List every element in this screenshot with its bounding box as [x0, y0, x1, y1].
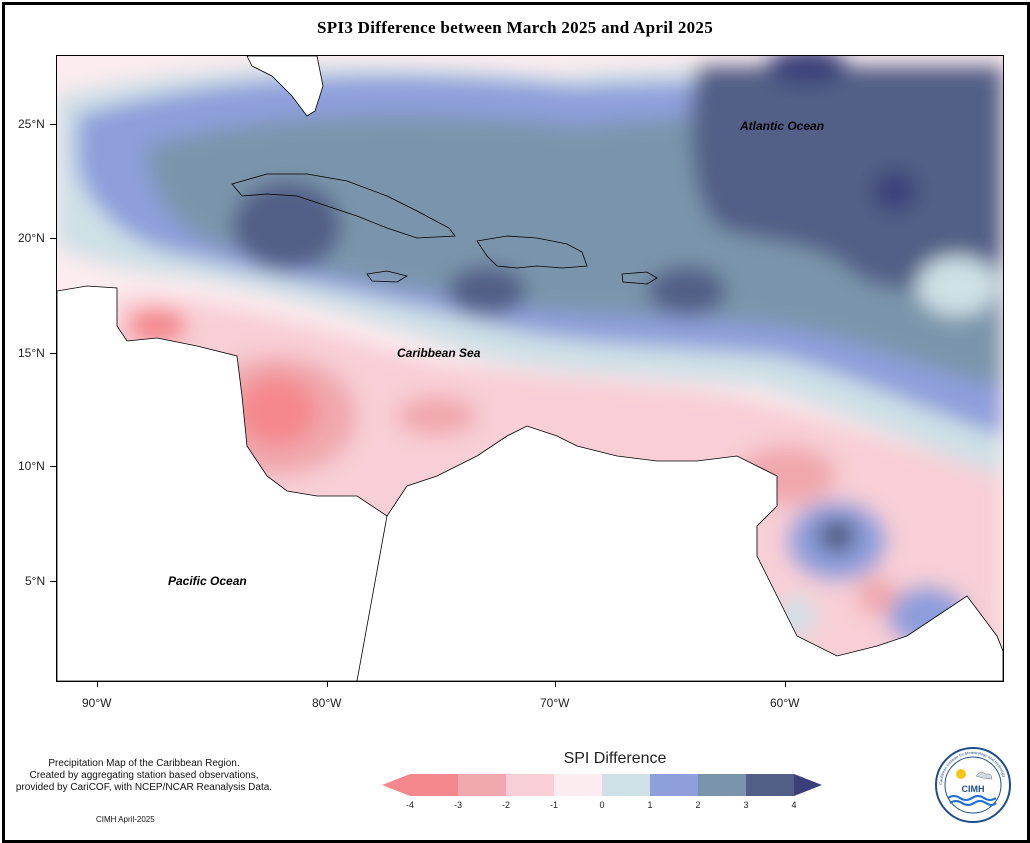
caribbean-sea-label: Caribbean Sea — [397, 346, 481, 360]
legend-tick-label: -3 — [453, 800, 462, 810]
map-title: SPI3 Difference between March 2025 and A… — [316, 18, 714, 37]
legend-colorbar — [382, 774, 822, 796]
legend-swatch — [698, 774, 746, 796]
legend-tick-label: 0 — [599, 800, 605, 810]
y-tick — [50, 238, 56, 239]
x-tick — [97, 681, 98, 687]
y-tick — [50, 124, 56, 125]
legend-tick-label: -4 — [405, 800, 414, 810]
cloud-icon — [975, 772, 993, 780]
y-tick-label: 20°N — [18, 231, 45, 245]
y-tick-label: 25°N — [18, 117, 45, 131]
legend-over-arrow — [794, 774, 822, 796]
pacific-ocean-label: Pacific Ocean — [168, 574, 247, 588]
legend-tick-label: 4 — [791, 800, 797, 810]
y-tick — [50, 466, 56, 467]
legend-tick-label: -1 — [549, 800, 558, 810]
credit: CIMH April-2025 — [96, 815, 155, 824]
legend-swatch — [410, 774, 458, 796]
x-tick-label: 70°W — [540, 696, 570, 710]
y-tick — [50, 353, 56, 354]
x-tick — [327, 681, 328, 687]
legend-swatch — [506, 774, 554, 796]
sun-icon — [956, 769, 966, 779]
legend-tick-label: 1 — [647, 800, 653, 810]
legend-swatch — [650, 774, 698, 796]
x-tick-label: 80°W — [312, 696, 342, 710]
atlantic-ocean-label: Atlantic Ocean — [740, 119, 825, 133]
y-tick-label: 5°N — [25, 574, 46, 588]
x-tick-label: 60°W — [770, 696, 800, 710]
legend-tick-label: 2 — [695, 800, 701, 810]
footnote: Precipitation Map of the Caribbean Regio… — [4, 758, 284, 794]
footnote-line: Precipitation Map of the Caribbean Regio… — [48, 758, 240, 769]
map-panel — [56, 55, 1004, 682]
footnote-line: provided by CariCOF, with NCEP/NCAR Rean… — [15, 782, 273, 793]
land-outline — [57, 56, 1003, 681]
legend-tick-label: 3 — [743, 800, 749, 810]
spi-map — [57, 56, 1003, 681]
legend-tick-label: -2 — [501, 800, 510, 810]
x-tick — [555, 681, 556, 687]
footnote-line: Created by aggregating station based obs… — [29, 770, 259, 781]
legend-swatch — [746, 774, 794, 796]
y-tick-label: 15°N — [18, 346, 45, 360]
logo-text: CIMH — [962, 784, 985, 794]
legend-swatch — [554, 774, 602, 796]
cimh-logo: CIMH Caribbean Institute for Meteorology… — [935, 747, 1011, 823]
legend-swatch — [602, 774, 650, 796]
legend-swatch — [458, 774, 506, 796]
legend-title: SPI Difference — [563, 750, 667, 767]
y-tick — [50, 581, 56, 582]
x-tick-label: 90°W — [82, 696, 112, 710]
y-tick-label: 10°N — [18, 459, 45, 473]
legend-under-arrow — [382, 774, 410, 796]
x-tick — [785, 681, 786, 687]
